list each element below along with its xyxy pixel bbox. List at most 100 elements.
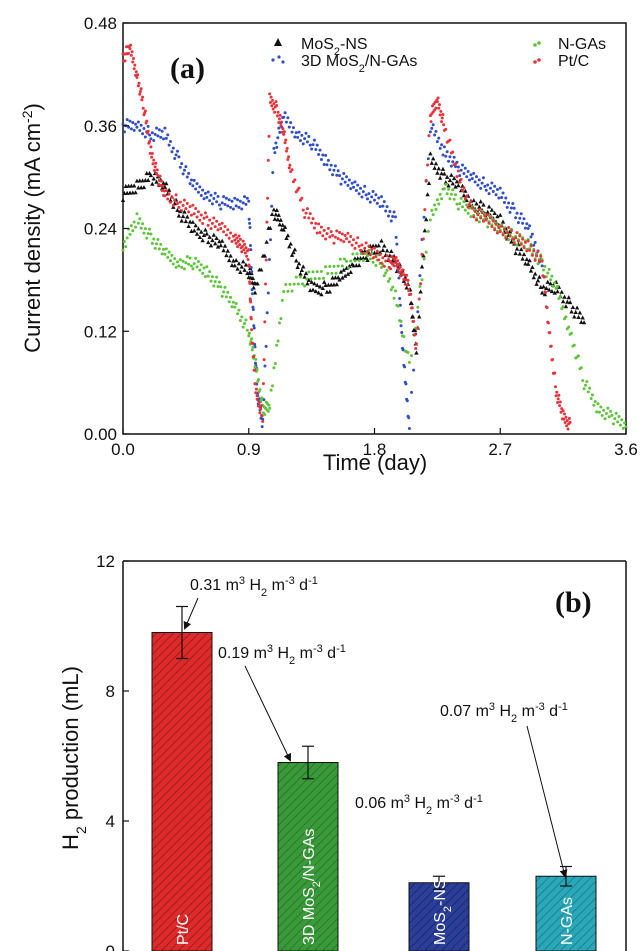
data-point: [290, 130, 294, 134]
data-point: [281, 227, 286, 232]
data-point: [237, 205, 241, 209]
data-point: [406, 350, 410, 354]
data-point: [210, 237, 215, 243]
data-point: [501, 191, 505, 195]
data-point: [565, 418, 569, 422]
data-point: [233, 196, 237, 200]
data-point: [423, 217, 429, 222]
data-point: [435, 140, 439, 144]
data-point: [436, 96, 440, 100]
data-point: [324, 153, 328, 157]
data-point: [311, 143, 315, 147]
data-point: [196, 226, 201, 231]
data-point: [212, 197, 216, 201]
data-point: [495, 231, 499, 235]
data-point: [314, 148, 318, 152]
data-point: [192, 178, 196, 182]
data-point: [212, 216, 216, 220]
data-point: [602, 408, 606, 412]
data-point: [238, 243, 242, 247]
data-point: [175, 201, 179, 205]
data-point: [384, 248, 390, 253]
data-point: [530, 232, 534, 236]
data-point: [182, 168, 186, 172]
data-point: [223, 224, 227, 228]
data-point: [419, 264, 425, 269]
data-point: [481, 219, 485, 223]
data-point: [444, 154, 448, 158]
data-point: [340, 177, 344, 181]
data-point: [266, 291, 270, 295]
data-point: [226, 290, 230, 294]
data-point: [277, 120, 281, 124]
data-point: [361, 252, 365, 256]
data-point: [142, 126, 146, 130]
data-point: [391, 285, 395, 289]
data-point: [534, 281, 539, 286]
data-point: [465, 194, 469, 198]
data-point: [430, 156, 436, 161]
data-point: [216, 285, 220, 289]
data-point: [579, 319, 584, 324]
data-point: [253, 382, 257, 386]
data-point: [566, 427, 570, 431]
data-point: [274, 141, 278, 145]
data-point: [177, 205, 181, 209]
data-point: [307, 216, 311, 220]
data-point: [526, 239, 530, 243]
data-point: [521, 252, 527, 257]
data-point: [260, 414, 264, 418]
data-point: [287, 166, 291, 170]
panel-a-y-tick-label: 0.36: [84, 117, 117, 136]
data-point: [244, 246, 248, 250]
data-point: [315, 282, 320, 287]
data-point: [620, 418, 624, 422]
data-point: [317, 153, 321, 157]
data-point: [507, 238, 511, 242]
data-point: [164, 136, 168, 140]
data-point: [476, 183, 480, 187]
data-point: [515, 243, 519, 247]
data-point: [230, 199, 234, 203]
data-point: [561, 305, 565, 309]
data-point: [150, 131, 154, 135]
data-point: [576, 354, 580, 358]
data-point: [319, 225, 323, 229]
data-point: [345, 237, 349, 241]
data-point: [322, 279, 327, 284]
data-point: [395, 264, 399, 268]
data-point: [471, 198, 476, 203]
data-point: [437, 106, 441, 110]
panel-b-y-tick-label: 0: [106, 942, 115, 951]
data-point: [282, 290, 286, 294]
data-point: [308, 143, 312, 147]
data-point: [552, 290, 557, 295]
data-point: [414, 350, 419, 355]
data-point: [446, 183, 451, 188]
data-point: [253, 361, 257, 365]
data-point: [371, 256, 375, 260]
data-point: [451, 175, 457, 181]
data-point: [248, 225, 252, 229]
data-point: [252, 324, 256, 328]
data-point: [364, 193, 368, 197]
data-point: [233, 238, 237, 242]
data-point: [275, 343, 279, 347]
data-point: [138, 90, 142, 93]
data-point: [300, 196, 304, 200]
bar: [151, 632, 213, 951]
data-point: [185, 201, 189, 205]
data-point: [536, 249, 540, 253]
data-point: [551, 284, 555, 288]
data-point: [205, 195, 209, 199]
data-point: [164, 188, 168, 192]
data-point: [296, 135, 300, 139]
data-point: [388, 277, 392, 281]
data-point: [490, 181, 494, 185]
data-point: [373, 198, 376, 202]
data-point: [555, 390, 559, 394]
data-point: [603, 417, 607, 421]
data-point: [276, 110, 280, 114]
data-point: [216, 194, 220, 198]
